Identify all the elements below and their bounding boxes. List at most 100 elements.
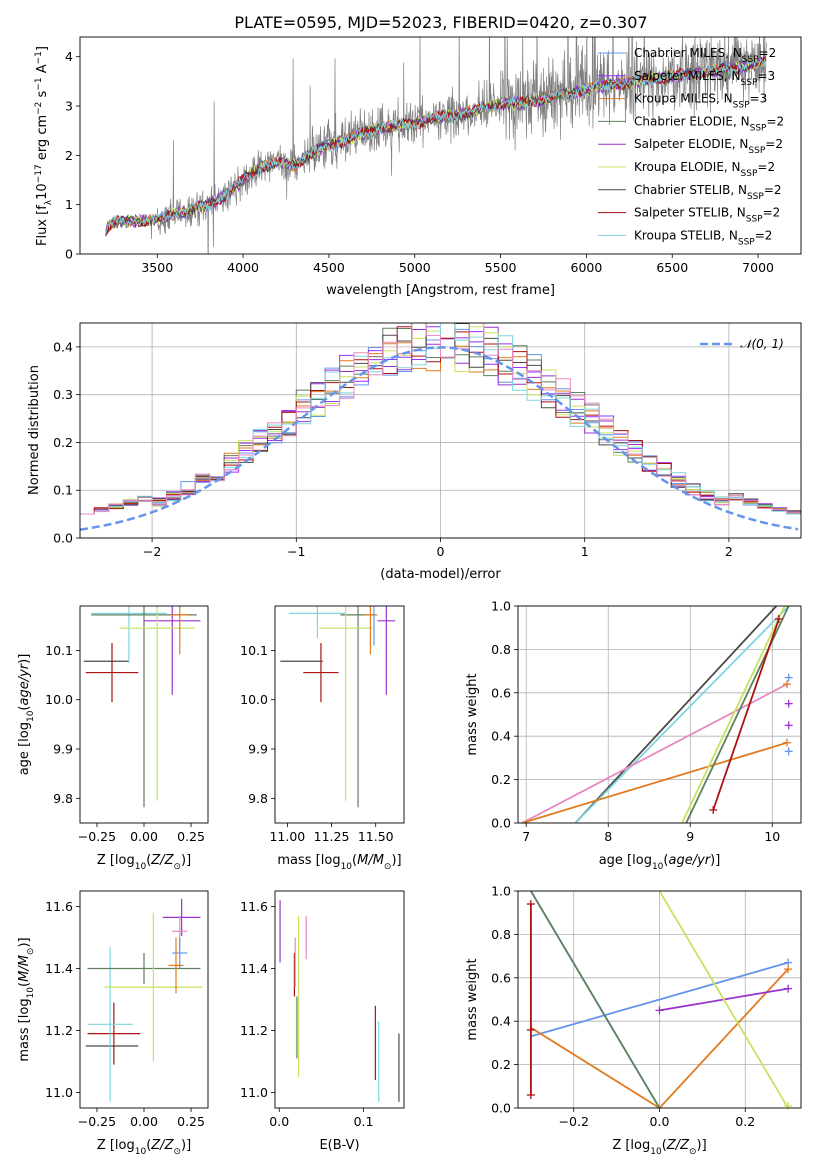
x-tick-label: 4000 [227,260,259,275]
model-spectrum-line [105,57,767,235]
y-tick-label: 11.0 [240,1085,268,1100]
marker-plus [784,747,793,756]
x-tick-label: 4500 [313,260,345,275]
x-tick-label: 11.00 [269,829,305,844]
y-tick-label: 9.8 [53,791,73,806]
marker-plus [526,900,535,909]
x-tick-label: 10 [764,829,780,844]
y-tick-label: 10.1 [240,643,268,658]
marker-plus [784,721,793,730]
mass_vs_EBV-frame [274,890,405,1109]
x-tick-label: 2 [725,544,733,559]
legend-entry: 𝒩(0, 1) [740,337,784,351]
legend-entry: Kroupa ELODIE, NSSP=2 [634,160,775,179]
x-tick-label: 0.2 [735,1114,755,1129]
y-tick-label: 0.0 [53,531,73,546]
legend-entry: Salpeter ELODIE, NSSP=2 [634,137,783,156]
marker-plus [784,1101,793,1110]
x-tick-label: −0.25 [78,1114,116,1129]
x-tick-label: −0.2 [559,1114,589,1129]
mass_vs_EBV-x-axis-label: E(B-V) [319,1138,359,1153]
age_vs_Z-y-axis-label: age [log10(age/yr)] [17,654,36,776]
y-tick-label: 1 [65,197,73,212]
error-bar [319,606,373,801]
mass_vs_EBV-axes: 0.0 0.1 11.0 11.2 11.4 11.6 [240,899,400,1129]
y-tick-label: 11.0 [45,1085,73,1100]
x-tick-label: 11.50 [358,829,394,844]
mass_vs_Z-axes: −0.25 0.00 0.25 11.0 11.2 11.4 11.6 [45,898,205,1129]
cumulative-line [574,606,778,823]
x-tick-label: 0.1 [354,1114,374,1129]
marker-plus [655,1006,664,1015]
marker-plus [784,673,793,682]
error-bar [87,1002,141,1065]
age_vs_mass-x-axis-label: mass [log10(M/M⊙)] [277,853,401,872]
y-tick-label: 1.0 [491,599,511,614]
x-tick-label: −2 [143,544,161,559]
x-tick-label: −1 [287,544,305,559]
x-tick-label: 0.25 [177,829,205,844]
marker-plus [784,699,793,708]
error-bar [85,642,139,703]
cumulative-line [530,968,789,1108]
y-tick-label: 0.0 [491,816,511,831]
cumulative-line [521,741,788,823]
marker-plus [784,984,793,993]
spectrum-x-axis-label: wavelength [Angstrom, rest frame] [326,283,555,298]
y-tick-label: 0.4 [491,1014,511,1029]
error-bar [144,606,201,695]
y-tick-label: 0.2 [53,435,73,450]
age_vs_Z-frame [79,605,209,824]
model-spectrum-line [105,58,767,234]
cumulative_mass_vs_Z-axes: −0.2 0.0 0.2 0.0 0.2 0.4 0.6 0.8 1.0 [491,884,801,1129]
y-tick-label: 11.6 [45,899,73,914]
error-bar [91,606,167,663]
x-tick-label: 11.25 [314,829,350,844]
y-tick-label: 0.2 [491,772,511,787]
legend-entry: Chabrier ELODIE, NSSP=2 [634,114,784,133]
x-tick-label: 0.25 [177,1114,205,1129]
x-tick-label: 3500 [141,260,173,275]
age_vs_Z-axes: −0.25 0.00 0.25 9.8 9.9 10.0 10.1 [45,606,205,844]
x-tick-label: 0.0 [269,1114,289,1129]
marker-plus [783,680,792,689]
error-bar [168,937,184,994]
x-tick-label: 6000 [571,260,603,275]
y-tick-label: 2 [65,148,73,163]
figure-title: PLATE=0595, MJD=52023, FIBERID=0420, z=0… [234,13,647,32]
marker-plus [526,1025,535,1034]
error-bar [162,898,201,936]
cumulative-line [530,961,789,1038]
cumulative_mass_vs_Z-x-axis-label: Z [log10(Z/Z⊙)] [612,1138,706,1157]
y-tick-label: 9.9 [248,742,268,757]
y-tick-label: 0.0 [491,1101,511,1116]
error-bar [87,953,201,984]
x-tick-label: 9 [686,829,694,844]
error-bar [303,642,339,703]
x-tick-label: −0.25 [78,829,116,844]
cumulative_mass_vs_age-y-axis-label: mass weight [465,673,480,755]
residual-histogram [80,323,801,515]
x-tick-label: 8 [604,829,612,844]
y-tick-label: 10.0 [45,692,73,707]
y-tick-label: 0.2 [491,1057,511,1072]
marker-plus [774,615,783,624]
mass_vs_Z-y-axis-label: mass [log10(M/M⊙)] [17,937,36,1061]
legend-entry: Kroupa MILES, NSSP=3 [634,92,767,111]
marker-plus [783,738,792,747]
cumulative-line [574,606,790,823]
x-tick-label: 0.0 [650,1114,670,1129]
y-tick-label: 0 [65,247,73,262]
residuals-y-axis-label: Normed distribution [27,365,42,495]
cumulative-line [712,618,780,811]
error-bar [363,606,378,655]
y-tick-label: 0.1 [53,483,73,498]
y-tick-label: 0.8 [491,927,511,942]
x-tick-label: 0.00 [130,829,158,844]
cumulative_mass_vs_Z-frame [517,890,802,1109]
error-bar [377,606,396,695]
y-tick-label: 11.4 [45,961,73,976]
x-tick-label: 5500 [485,260,517,275]
y-tick-label: 11.2 [240,1023,268,1038]
x-tick-label: 0 [437,544,445,559]
